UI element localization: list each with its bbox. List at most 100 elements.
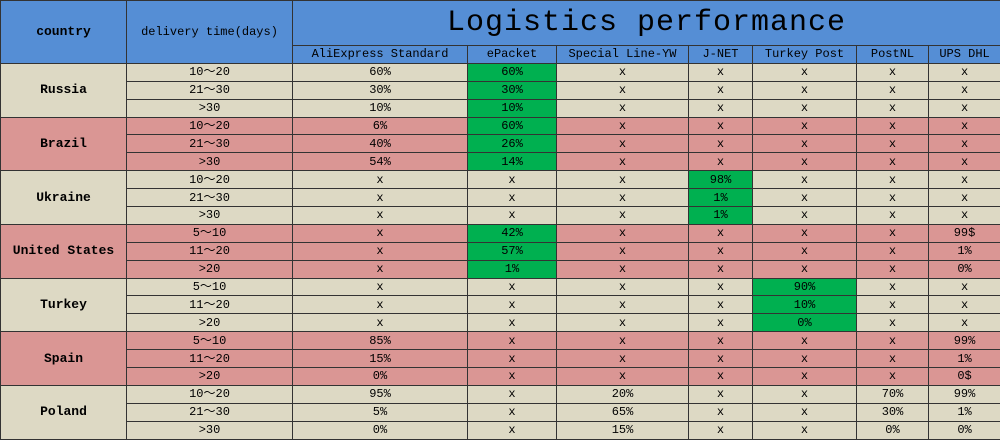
value-cell: 20% <box>556 384 689 404</box>
value-cell: x <box>556 116 689 136</box>
delivery-cell: 10～20 <box>126 116 293 136</box>
value-cell: x <box>856 313 929 333</box>
row: country delivery time(days) Logistics perf… <box>0 0 1000 64</box>
value-cell: x <box>752 116 857 136</box>
value-cell: x <box>556 206 689 225</box>
value-cell: x <box>752 241 857 261</box>
value-cell: x <box>467 170 557 190</box>
value-cell: x <box>752 134 857 154</box>
value-cell: 1% <box>688 188 753 208</box>
value-cell: 30% <box>467 80 557 100</box>
value-cell: x <box>856 259 929 279</box>
value-cell: 98% <box>688 170 753 190</box>
value-cell: 0$ <box>927 367 1000 386</box>
value-cell: x <box>556 295 689 315</box>
value-cell: x <box>856 98 929 118</box>
value-cell: x <box>752 223 857 243</box>
value-cell: 65% <box>556 402 689 422</box>
value-cell: x <box>467 402 557 422</box>
value-cell: x <box>688 116 753 136</box>
delivery-cell: 11～20 <box>126 349 293 369</box>
value-cell: x <box>688 313 753 333</box>
value-cell: x <box>856 277 929 297</box>
value-cell: x <box>927 152 1000 172</box>
value-cell: x <box>688 420 753 440</box>
value-cell: x <box>752 384 857 404</box>
value-cell: x <box>467 331 557 351</box>
value-cell: x <box>292 188 468 208</box>
value-cell: x <box>752 152 857 172</box>
column-header: AliExpress Standard <box>292 45 468 64</box>
row: Poland 10～20 95% x 20% x x 70% 99% <box>0 384 1000 440</box>
value-cell: x <box>556 62 689 82</box>
row: 11～20 x 57% x x x x 1% <box>1 241 1000 261</box>
value-cell: x <box>752 259 857 279</box>
delivery-cell: >30 <box>126 152 293 172</box>
delivery-cell: >30 <box>126 420 293 440</box>
value-cell: x <box>556 241 689 261</box>
delivery-cell: 11～20 <box>126 295 293 315</box>
value-cell: x <box>752 367 857 386</box>
value-cell: x <box>688 384 753 404</box>
value-cell: x <box>856 188 929 208</box>
row: 21～30 40% 26% x x x x x <box>1 134 1000 154</box>
value-cell: x <box>688 62 753 82</box>
value-cell: 0% <box>856 420 929 440</box>
delivery-cell: >20 <box>126 367 293 386</box>
value-cell: x <box>292 295 468 315</box>
value-cell: x <box>556 331 689 351</box>
delivery-cell: 5～10 <box>126 331 293 351</box>
value-cell: x <box>752 98 857 118</box>
value-cell: 5% <box>292 402 468 422</box>
country-cell: United States <box>0 223 127 279</box>
value-cell: 10% <box>467 98 557 118</box>
value-cell: 1% <box>467 259 557 279</box>
value-cell: x <box>688 367 753 386</box>
value-cell: 14% <box>467 152 557 172</box>
value-cell: x <box>556 80 689 100</box>
value-cell: 60% <box>292 62 468 82</box>
value-cell: x <box>467 188 557 208</box>
value-cell: x <box>467 420 557 440</box>
value-cell: x <box>688 331 753 351</box>
value-cell: x <box>927 277 1000 297</box>
country-cell: Poland <box>0 384 127 440</box>
value-cell: 30% <box>292 80 468 100</box>
value-cell: 15% <box>292 349 468 369</box>
value-cell: x <box>927 134 1000 154</box>
value-cell: x <box>688 98 753 118</box>
value-cell: x <box>856 134 929 154</box>
value-cell: x <box>927 62 1000 82</box>
value-cell: x <box>688 295 753 315</box>
value-cell: x <box>856 241 929 261</box>
value-cell: x <box>292 241 468 261</box>
value-cell: x <box>856 295 929 315</box>
value-cell: 99% <box>927 331 1000 351</box>
value-cell: x <box>752 349 857 369</box>
delivery-cell: 10～20 <box>126 170 293 190</box>
country-cell: Ukraine <box>0 170 127 225</box>
value-cell: x <box>752 206 857 225</box>
country-header: country <box>0 0 127 64</box>
value-cell: 0% <box>927 259 1000 279</box>
value-cell: 95% <box>292 384 468 404</box>
delivery-cell: 5～10 <box>126 223 293 243</box>
value-cell: x <box>688 277 753 297</box>
value-cell: 10% <box>292 98 468 118</box>
value-cell: 30% <box>856 402 929 422</box>
row: >30 x x x 1% x x x <box>1 206 1000 225</box>
delivery-cell: 10～20 <box>126 62 293 82</box>
value-cell: x <box>556 152 689 172</box>
value-cell: x <box>927 116 1000 136</box>
value-cell: x <box>856 349 929 369</box>
value-cell: x <box>856 206 929 225</box>
delivery-cell: 21～30 <box>126 402 293 422</box>
column-header: UPS DHL <box>927 45 1000 64</box>
row: Turkey 5～10 x x x x 90% x x <box>0 277 1000 333</box>
value-cell: x <box>856 152 929 172</box>
row: Russia 10～20 60% 60% x x x x x <box>0 62 1000 118</box>
column-header: Turkey Post <box>752 45 857 64</box>
row: United States 5～10 x 42% x x x x 99$ <box>0 223 1000 279</box>
row: 21～30 5% x 65% x x 30% 1% <box>1 402 1000 422</box>
value-cell: 1% <box>927 241 1000 261</box>
